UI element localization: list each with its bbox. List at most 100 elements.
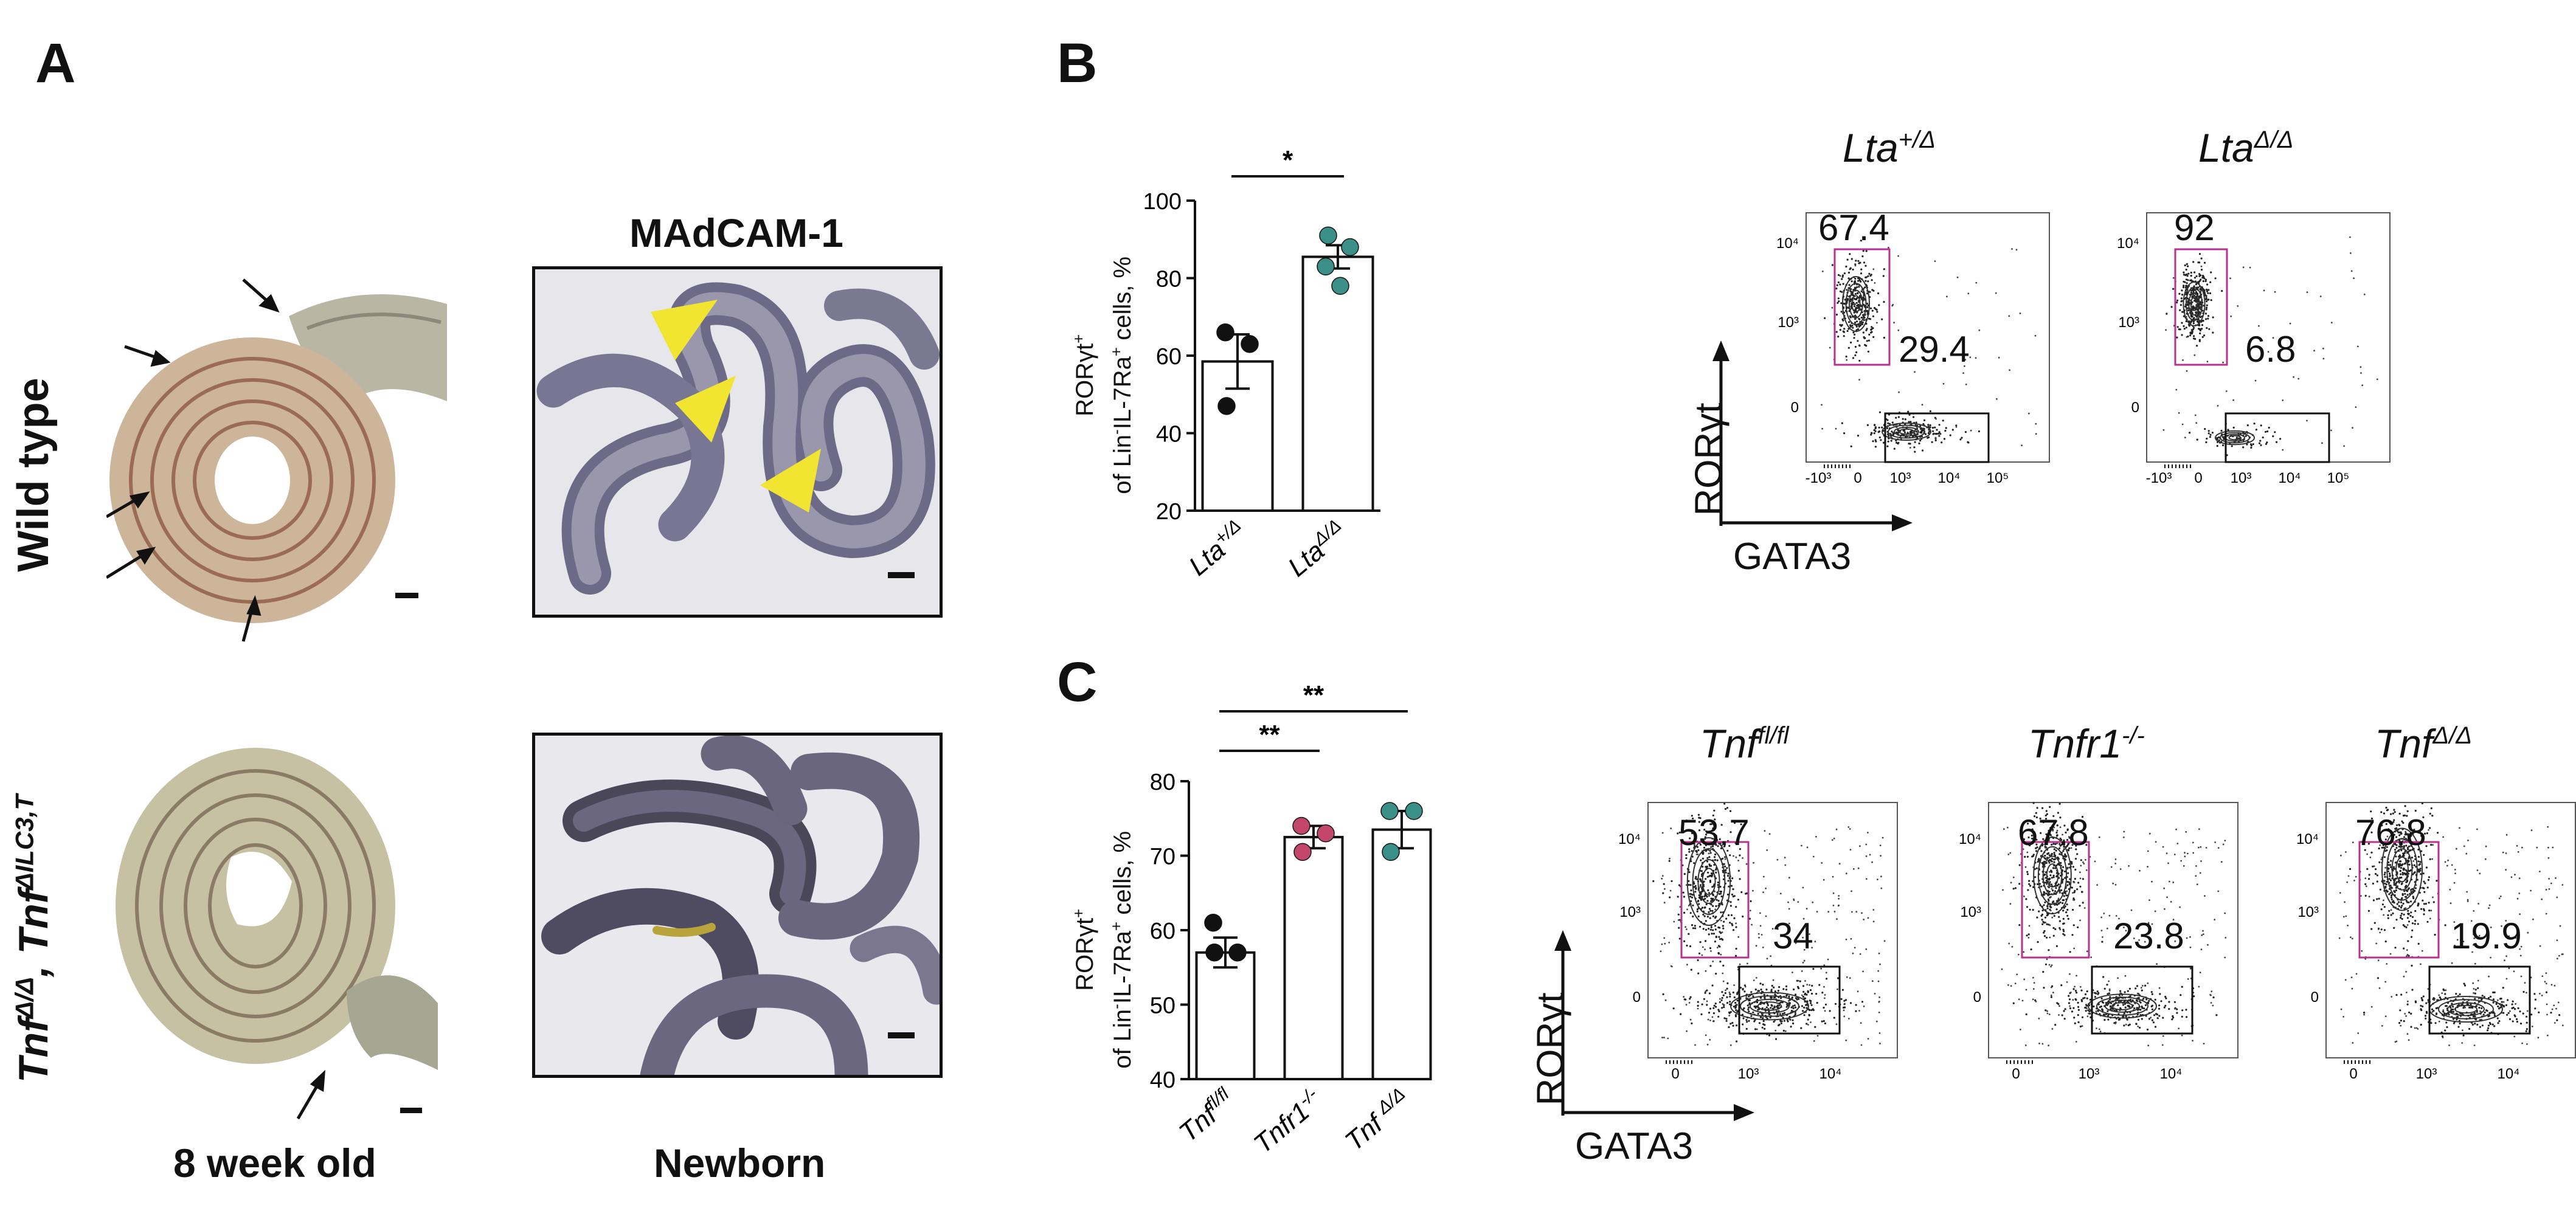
c2-event-scatter-238 bbox=[2100, 930, 2103, 931]
b1-event-bottom-137 bbox=[1874, 439, 1877, 441]
c3-event-top-277 bbox=[2380, 908, 2383, 911]
b1-event-scatter-50 bbox=[1955, 426, 1958, 428]
c3-event-scatter-221 bbox=[2405, 1015, 2407, 1017]
c1-event-top-214 bbox=[1750, 900, 1752, 902]
c2-event-bottom-122 bbox=[2122, 1004, 2125, 1006]
c1-event-bottom-115 bbox=[1747, 1008, 1750, 1010]
c2-event-top-299 bbox=[2044, 874, 2046, 876]
c1-event-scatter-169 bbox=[1770, 955, 1771, 958]
c3-event-scatter-13 bbox=[2467, 840, 2469, 841]
b2-event-scatter-50 bbox=[2376, 378, 2378, 381]
c1-event-scatter-215 bbox=[1739, 832, 1741, 835]
c2-event-bottom-283 bbox=[2136, 985, 2139, 987]
c1-event-bottom-230 bbox=[1814, 1026, 1816, 1028]
b-chart-category-label-0: Lta+/Δ bbox=[1182, 516, 1253, 582]
c1-event-top-255 bbox=[1706, 857, 1709, 859]
c1-event-top-20 bbox=[1691, 832, 1694, 835]
b2-event-bottom-23 bbox=[2222, 444, 2225, 446]
c1-event-bottom-338 bbox=[1764, 1024, 1766, 1026]
b1-event-top-248 bbox=[1846, 258, 1849, 261]
c1-event-bottom-13 bbox=[1697, 1001, 1699, 1003]
c3-event-scatter-107 bbox=[2519, 948, 2521, 950]
c1-event-top-288 bbox=[1712, 933, 1715, 935]
c1-event-top-371 bbox=[1709, 849, 1711, 852]
b2-event-top-354 bbox=[2193, 317, 2195, 319]
b1-event-bottom-128 bbox=[1934, 439, 1937, 441]
c3-event-scatter-67 bbox=[2380, 858, 2383, 860]
c3-event-top-377 bbox=[2420, 873, 2422, 875]
c1-event-scatter-28 bbox=[1824, 997, 1826, 999]
b1-event-top-166 bbox=[1871, 326, 1873, 328]
b2-gate-bottom bbox=[2225, 412, 2330, 463]
c2-event-bottom-77 bbox=[2103, 987, 2106, 990]
c2-event-top-339 bbox=[2071, 861, 2073, 863]
c2-event-bottom-205 bbox=[2084, 993, 2087, 996]
c3-event-top-458 bbox=[2391, 839, 2394, 841]
c2-event-top-381 bbox=[2048, 832, 2051, 835]
b2-event-scatter-24 bbox=[2195, 422, 2198, 424]
c1-event-top-162 bbox=[1695, 888, 1697, 890]
c3-event-top-88 bbox=[2401, 846, 2403, 848]
c3-event-top-77 bbox=[2405, 900, 2408, 902]
c3-event-top-417 bbox=[2408, 901, 2410, 903]
b1-event-top-316 bbox=[1847, 347, 1850, 349]
c2-event-top-261 bbox=[2054, 843, 2057, 845]
c2-event-scatter-186 bbox=[2224, 912, 2226, 914]
c2-event-scatter-188 bbox=[2033, 982, 2035, 984]
c3-event-scatter-73 bbox=[2379, 844, 2381, 846]
c1-event-scatter-16 bbox=[1879, 963, 1881, 965]
c3-event-top-435 bbox=[2391, 887, 2393, 889]
b1-event-bottom-61 bbox=[1913, 446, 1916, 449]
c2-event-top-387 bbox=[2044, 854, 2046, 857]
c2-event-scatter-162 bbox=[2018, 998, 2020, 1001]
c1-event-top-22 bbox=[1663, 883, 1665, 885]
c2-event-top-115 bbox=[2074, 877, 2076, 880]
c1-event-top-370 bbox=[1690, 893, 1692, 896]
c1-event-top-202 bbox=[1730, 914, 1733, 916]
c3-event-top-211 bbox=[2423, 891, 2426, 893]
c2-event-bottom-278 bbox=[2109, 998, 2111, 1001]
c3-event-top-454 bbox=[2389, 866, 2392, 868]
b2-event-top-188 bbox=[2209, 281, 2212, 283]
c2-xtick-label-2: 10⁴ bbox=[2159, 1066, 2182, 1082]
c2-event-top-323 bbox=[2052, 927, 2055, 930]
row-label-wild-type: Wild type bbox=[9, 378, 58, 572]
b2-event-scatter-26 bbox=[2349, 236, 2351, 238]
c3-event-top-169 bbox=[2376, 874, 2378, 877]
c3-event-scatter-14 bbox=[2539, 871, 2541, 872]
c3-event-top-416 bbox=[2364, 849, 2366, 851]
c2-event-top-347 bbox=[2055, 945, 2058, 947]
c1-event-scatter-120 bbox=[1689, 1018, 1692, 1021]
b1-event-bottom-31 bbox=[1841, 422, 1843, 424]
b2-event-top-135 bbox=[2192, 322, 2195, 325]
c3-event-scatter-95 bbox=[2474, 962, 2476, 965]
c3-event-bottom-223 bbox=[2447, 1012, 2450, 1014]
c1-event-scatter-147 bbox=[1749, 909, 1751, 912]
b1-event-top-302 bbox=[1855, 307, 1858, 309]
c1-event-bottom-248 bbox=[1736, 999, 1739, 1002]
c3-event-scatter-81 bbox=[2551, 1008, 2553, 1010]
b1-event-bottom-43 bbox=[1927, 424, 1930, 426]
b2-event-top-270 bbox=[2187, 272, 2190, 275]
c1-event-bottom-349 bbox=[1743, 984, 1746, 987]
c2-event-scatter-248 bbox=[2195, 865, 2197, 867]
b1-event-top-242 bbox=[1855, 302, 1858, 304]
c2-event-scatter-106 bbox=[2173, 854, 2176, 855]
c3-event-scatter-154 bbox=[2558, 954, 2560, 957]
c2-event-scatter-144 bbox=[2151, 923, 2153, 925]
b2-event-bottom-19 bbox=[2253, 423, 2256, 425]
c1-event-top-388 bbox=[1703, 906, 1706, 909]
c2-event-scatter-192 bbox=[2079, 985, 2082, 988]
c1-event-scatter-247 bbox=[1664, 888, 1666, 890]
c1-event-top-362 bbox=[1735, 954, 1737, 957]
c1-event-top-265 bbox=[1697, 900, 1700, 902]
b2-event-bottom-41 bbox=[2264, 430, 2267, 433]
c2-event-scatter-178 bbox=[2150, 1016, 2152, 1019]
c-chart-ytick-label-4: 80 bbox=[1150, 770, 1175, 795]
b2-event-top-231 bbox=[2166, 312, 2168, 315]
c3-event-scatter-16 bbox=[2342, 1016, 2344, 1018]
b2-event-top-55 bbox=[2208, 328, 2211, 330]
c1-event-scatter-223 bbox=[1708, 852, 1710, 855]
b1-event-top-217 bbox=[1837, 302, 1839, 304]
